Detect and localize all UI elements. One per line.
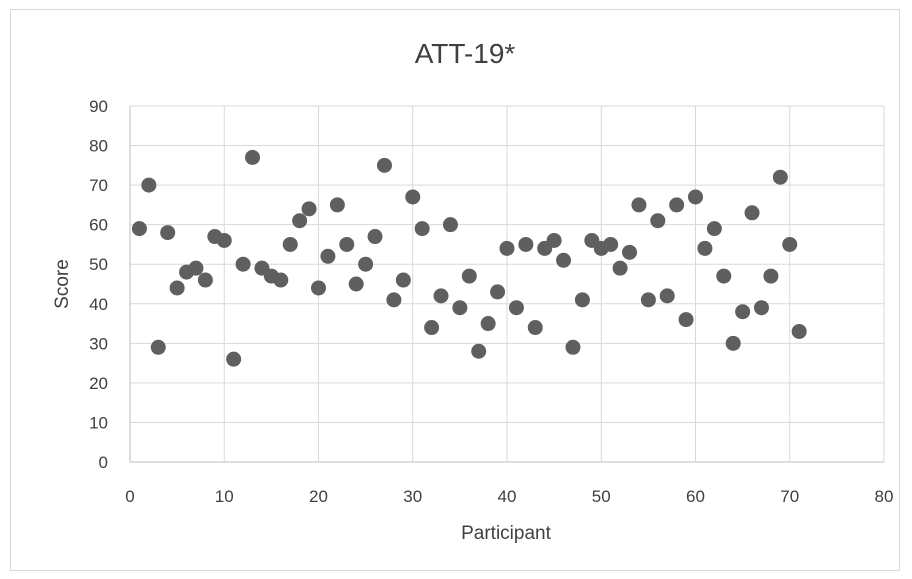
data-point-27 xyxy=(376,157,392,173)
data-point-18 xyxy=(292,213,308,229)
data-point-69 xyxy=(772,169,788,185)
data-point-59 xyxy=(678,312,694,328)
data-point-43 xyxy=(527,320,543,336)
data-point-36 xyxy=(461,268,477,284)
data-point-61 xyxy=(697,240,713,256)
data-point-55 xyxy=(640,292,656,308)
x-axis-ticks: 0 10 20 30 40 50 60 70 80 xyxy=(125,487,893,506)
data-point-24 xyxy=(348,276,364,292)
data-point-13 xyxy=(245,149,261,165)
data-point-57 xyxy=(659,288,675,304)
x-tick-label-60: 60 xyxy=(686,487,705,506)
data-point-64 xyxy=(725,335,741,351)
data-points xyxy=(131,149,807,367)
y-tick-label-70: 70 xyxy=(89,176,108,195)
data-point-8 xyxy=(197,272,213,288)
gridlines xyxy=(129,105,885,463)
data-point-10 xyxy=(216,232,232,248)
data-point-54 xyxy=(631,197,647,213)
y-tick-label-10: 10 xyxy=(89,413,108,432)
data-point-28 xyxy=(386,292,402,308)
data-point-2 xyxy=(141,177,157,193)
data-point-51 xyxy=(603,236,619,252)
data-point-52 xyxy=(612,260,628,276)
data-point-29 xyxy=(395,272,411,288)
y-tick-label-0: 0 xyxy=(99,453,108,472)
data-point-37 xyxy=(471,343,487,359)
data-point-62 xyxy=(706,221,722,237)
data-point-3 xyxy=(150,339,166,355)
data-point-20 xyxy=(311,280,326,296)
y-tick-label-50: 50 xyxy=(89,255,108,274)
data-point-7 xyxy=(188,260,204,276)
y-tick-label-80: 80 xyxy=(89,137,108,156)
data-point-39 xyxy=(490,284,506,300)
y-tick-label-40: 40 xyxy=(89,295,108,314)
data-point-32 xyxy=(424,320,440,336)
data-point-4 xyxy=(160,225,176,241)
y-axis-label: Score xyxy=(52,259,73,309)
x-tick-label-30: 30 xyxy=(403,487,422,506)
data-point-56 xyxy=(650,213,666,229)
data-point-26 xyxy=(367,229,383,245)
data-point-63 xyxy=(716,268,732,284)
data-point-68 xyxy=(763,268,779,284)
data-point-12 xyxy=(235,256,251,272)
data-point-70 xyxy=(782,236,798,252)
x-tick-label-80: 80 xyxy=(875,487,894,506)
chart-title: ATT-19* xyxy=(415,38,516,69)
data-point-35 xyxy=(452,300,468,316)
data-point-38 xyxy=(480,316,496,332)
data-point-48 xyxy=(574,292,590,308)
data-point-17 xyxy=(282,236,298,252)
data-point-66 xyxy=(744,205,760,221)
x-tick-label-50: 50 xyxy=(592,487,611,506)
data-point-45 xyxy=(546,232,562,248)
data-point-33 xyxy=(433,288,449,304)
data-point-25 xyxy=(358,256,374,272)
data-point-23 xyxy=(339,236,355,252)
x-tick-label-0: 0 xyxy=(125,487,134,506)
data-point-65 xyxy=(735,304,751,320)
data-point-31 xyxy=(414,221,430,237)
x-tick-label-40: 40 xyxy=(498,487,517,506)
y-tick-label-90: 90 xyxy=(89,97,108,116)
data-point-47 xyxy=(565,339,581,355)
data-point-22 xyxy=(329,197,345,213)
data-point-5 xyxy=(169,280,185,296)
data-point-60 xyxy=(688,189,703,205)
data-point-21 xyxy=(320,248,336,264)
data-point-67 xyxy=(753,300,769,316)
chart-frame xyxy=(10,9,900,571)
x-axis-label: Participant xyxy=(461,523,551,544)
data-point-30 xyxy=(405,189,421,205)
data-point-58 xyxy=(669,197,685,213)
data-point-1 xyxy=(131,221,147,237)
x-tick-label-10: 10 xyxy=(215,487,234,506)
y-axis-ticks: 0 10 20 30 40 50 60 70 80 90 xyxy=(89,97,108,472)
data-point-41 xyxy=(508,300,524,316)
data-point-19 xyxy=(301,201,317,217)
data-point-16 xyxy=(273,272,289,288)
data-point-71 xyxy=(791,323,807,339)
data-point-11 xyxy=(226,351,242,367)
data-point-42 xyxy=(518,236,534,252)
y-tick-label-60: 60 xyxy=(89,216,108,235)
data-point-53 xyxy=(622,244,638,260)
y-tick-label-20: 20 xyxy=(89,374,108,393)
y-tick-label-30: 30 xyxy=(89,334,108,353)
x-tick-label-70: 70 xyxy=(780,487,799,506)
data-point-34 xyxy=(442,217,458,233)
data-point-40 xyxy=(499,240,515,256)
data-point-46 xyxy=(556,252,572,268)
x-tick-label-20: 20 xyxy=(309,487,328,506)
